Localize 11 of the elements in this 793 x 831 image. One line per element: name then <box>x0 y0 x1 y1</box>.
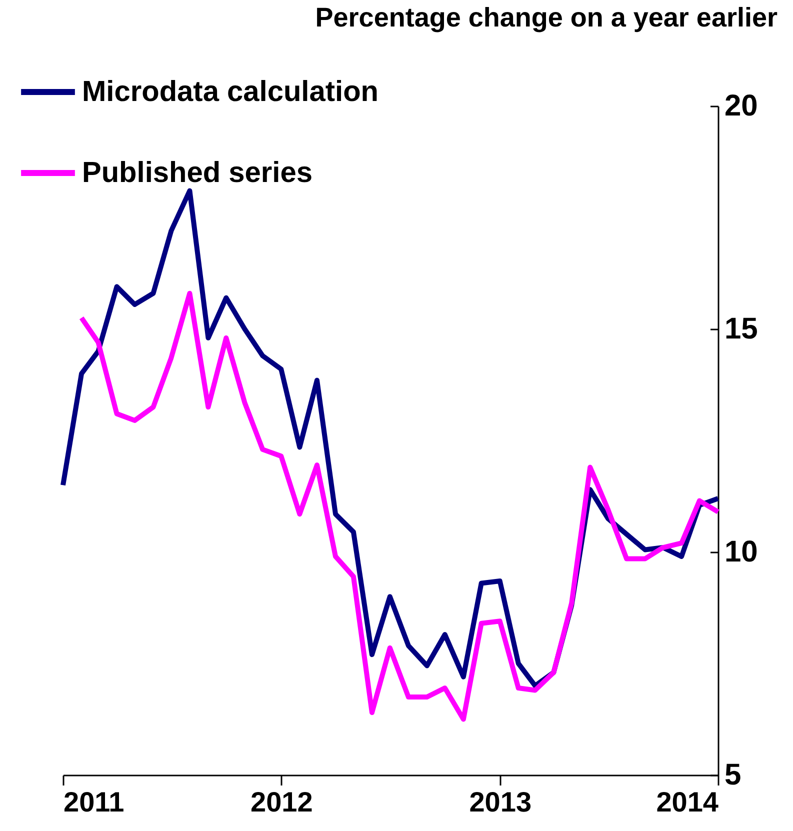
x-tick-label: 2011 <box>64 786 124 818</box>
legend-label: Published series <box>82 157 312 189</box>
x-tick-label: 2014 <box>656 786 719 818</box>
legend-label: Microdata calculation <box>82 76 379 108</box>
y-tick-label: 10 <box>724 536 758 568</box>
y-tick-label: 5 <box>724 758 742 792</box>
y-tick-label: 15 <box>724 312 758 346</box>
y-axis-title: Percentage change on a year earlier <box>315 2 778 32</box>
x-tick-label: 2012 <box>250 786 313 818</box>
y-tick-label: 20 <box>724 90 758 122</box>
x-tick-label: 2013 <box>469 786 532 818</box>
